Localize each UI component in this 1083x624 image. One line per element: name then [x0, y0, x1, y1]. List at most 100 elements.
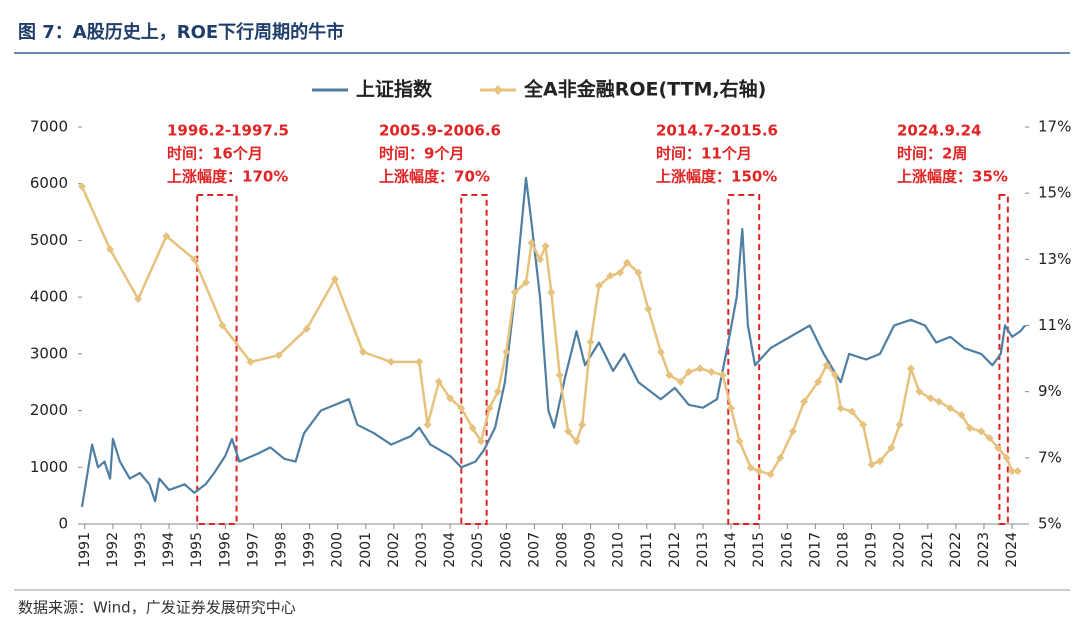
- series-marker: [468, 424, 477, 433]
- series-marker: [1002, 453, 1011, 462]
- series-marker: [656, 347, 665, 356]
- y-tick-label: 3000: [30, 344, 68, 362]
- series-marker: [190, 255, 199, 264]
- series-marker: [814, 377, 823, 386]
- series-marker: [423, 420, 432, 429]
- series-marker: [684, 367, 693, 376]
- y2-tick-label: 15%: [1038, 184, 1071, 202]
- series-marker: [994, 443, 1003, 452]
- annotation-text: 上涨幅度：35%: [897, 168, 1008, 186]
- annotation-text: 2005.9-2006.6: [379, 122, 501, 140]
- x-tick-label: 2014: [723, 532, 739, 568]
- highlight-box: [998, 194, 1009, 525]
- y2-tick-label: 7%: [1038, 448, 1062, 466]
- x-tick-label: 2012: [667, 532, 683, 568]
- x-tick-label: 2021: [920, 532, 936, 568]
- x-tick-label: 2022: [948, 532, 964, 568]
- annotation-text: 上涨幅度：70%: [379, 168, 490, 186]
- annotation-text: 时间：11个月: [656, 145, 752, 163]
- series-marker: [246, 357, 255, 366]
- x-tick-label: 2005: [470, 532, 486, 568]
- source: 数据来源：Wind，广发证券发展研究中心: [18, 599, 296, 617]
- legend-label: 全A非金融ROE(TTM,右轴): [523, 78, 766, 101]
- series-marker: [876, 457, 885, 466]
- series-marker: [623, 258, 632, 267]
- annotation-text: 2014.7-2015.6: [656, 122, 778, 140]
- x-tick-label: 2008: [554, 532, 570, 568]
- series-line: [80, 186, 1018, 476]
- annotation-text: 时间：16个月: [167, 145, 263, 163]
- series-marker: [727, 404, 736, 413]
- series-marker: [800, 397, 809, 406]
- x-tick-label: 2002: [386, 532, 402, 568]
- series-marker: [946, 404, 955, 413]
- series-marker: [836, 404, 845, 413]
- y2-tick-label: 13%: [1038, 250, 1071, 268]
- series-marker: [586, 338, 595, 347]
- annotation-text: 时间：9个月: [379, 145, 464, 163]
- series-marker: [665, 371, 674, 380]
- annotation-text: 时间：2周: [897, 145, 967, 163]
- x-tick-label: 2011: [639, 532, 655, 568]
- series-marker: [555, 371, 564, 380]
- series-marker: [502, 347, 511, 356]
- series-marker: [547, 288, 556, 297]
- x-tick-label: 2006: [498, 532, 514, 568]
- x-tick-label: 1993: [133, 532, 149, 568]
- series-line: [80, 176, 1026, 508]
- annotation-text: 1996.2-1997.5: [167, 122, 289, 140]
- x-tick-label: 2010: [611, 532, 627, 568]
- y-tick-label: 6000: [30, 174, 68, 192]
- series-marker: [457, 404, 466, 413]
- series-marker: [572, 437, 581, 446]
- series-marker: [106, 245, 115, 254]
- series-marker: [541, 242, 550, 251]
- y2-tick-label: 9%: [1038, 382, 1062, 400]
- series-marker: [867, 460, 876, 469]
- series-marker: [477, 437, 486, 446]
- series-marker: [358, 347, 367, 356]
- series-marker: [634, 268, 643, 277]
- x-tick-label: 2018: [835, 532, 851, 568]
- series-marker: [595, 281, 604, 290]
- series-marker: [915, 387, 924, 396]
- series-marker: [755, 467, 764, 476]
- x-tick-label: 1997: [245, 532, 261, 568]
- series-marker: [578, 420, 587, 429]
- y-tick-label: 5000: [30, 231, 68, 249]
- series-marker: [776, 453, 785, 462]
- legend-marker: [493, 85, 503, 95]
- x-tick-label: 2004: [442, 532, 458, 568]
- y2-tick-label: 5%: [1038, 515, 1062, 533]
- series-marker: [707, 367, 716, 376]
- x-tick-label: 2001: [358, 532, 374, 568]
- legend-label: 上证指数: [356, 78, 433, 101]
- x-tick-label: 1991: [77, 532, 93, 568]
- series-marker: [415, 357, 424, 366]
- series-marker: [965, 424, 974, 433]
- series-marker: [895, 420, 904, 429]
- x-tick-label: 1996: [217, 532, 233, 568]
- series-marker: [696, 364, 705, 373]
- y-tick-label: 7000: [30, 118, 68, 136]
- series-marker: [926, 394, 935, 403]
- x-tick-label: 2020: [892, 532, 908, 568]
- series-marker: [564, 427, 573, 436]
- series-marker: [822, 361, 831, 370]
- x-tick-label: 2003: [414, 532, 430, 568]
- annotation-text: 上涨幅度：170%: [167, 168, 288, 186]
- series-marker: [985, 433, 994, 442]
- x-tick-label: 2007: [526, 532, 542, 568]
- series-marker: [887, 443, 896, 452]
- series-marker: [485, 404, 494, 413]
- x-tick-label: 1995: [189, 532, 205, 568]
- series-marker: [977, 427, 986, 436]
- series-marker: [446, 394, 455, 403]
- x-tick-label: 1992: [105, 532, 121, 568]
- series-marker: [859, 420, 868, 429]
- y-tick-label: 0: [58, 515, 68, 533]
- page-title: 图 7：A股历史上，ROE下行周期的牛市: [18, 21, 344, 43]
- series-marker: [536, 255, 545, 264]
- series-marker: [330, 275, 339, 284]
